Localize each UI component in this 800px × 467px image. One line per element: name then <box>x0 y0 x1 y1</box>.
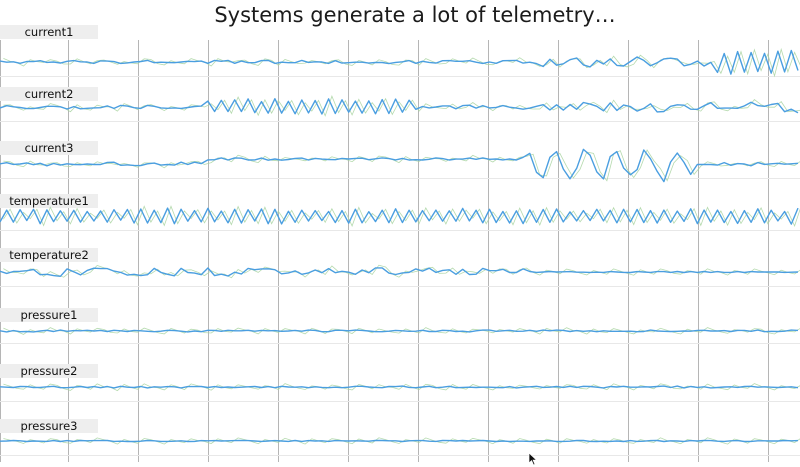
temperature2-label: temperature2 <box>9 248 89 262</box>
temperature1-label-bg <box>0 194 98 208</box>
pressure2-label-bg <box>0 364 98 378</box>
temperature1-noise <box>3 205 800 227</box>
current2-noise <box>3 95 800 117</box>
current2-series-line <box>0 97 799 115</box>
pressure3-label: pressure3 <box>21 419 78 433</box>
temperature2-series-line <box>0 267 799 277</box>
temperature2-label-bg <box>0 248 98 262</box>
current3-series-line <box>0 148 799 183</box>
current3-label: current3 <box>25 141 74 155</box>
current1-label: current1 <box>25 25 74 39</box>
pressure2-series-line <box>0 385 799 389</box>
current3-label-bg <box>0 141 98 155</box>
pressure1-label: pressure1 <box>21 308 78 322</box>
current1-series-line <box>0 49 799 75</box>
panel-pressure3: pressure3 <box>0 419 800 456</box>
temperature1-series-line <box>0 207 799 225</box>
panel-current3: current3 <box>0 141 800 183</box>
pressure1-series-line <box>0 329 799 333</box>
pressure3-label-bg <box>0 419 98 433</box>
temperature1-label: temperature1 <box>9 194 89 208</box>
current1-label-bg <box>0 25 98 39</box>
pressure3-series-line <box>0 439 799 443</box>
temperature2-noise <box>3 264 800 279</box>
chart-title: Systems generate a lot of telemetry… <box>214 3 616 27</box>
panel-temperature1: temperature1 <box>0 194 800 231</box>
mouse-cursor-icon <box>528 452 538 466</box>
pressure2-label: pressure2 <box>21 364 78 378</box>
panel-current2: current2 <box>0 87 800 122</box>
pressure1-label-bg <box>0 308 98 322</box>
current2-label-bg <box>0 87 98 101</box>
current3-noise <box>3 149 800 182</box>
panel-pressure2: pressure2 <box>0 364 800 402</box>
panel-current1: current1 <box>0 25 800 78</box>
current2-label: current2 <box>25 87 74 101</box>
panel-pressure1: pressure1 <box>0 308 800 344</box>
panel-temperature2: temperature2 <box>0 248 800 287</box>
